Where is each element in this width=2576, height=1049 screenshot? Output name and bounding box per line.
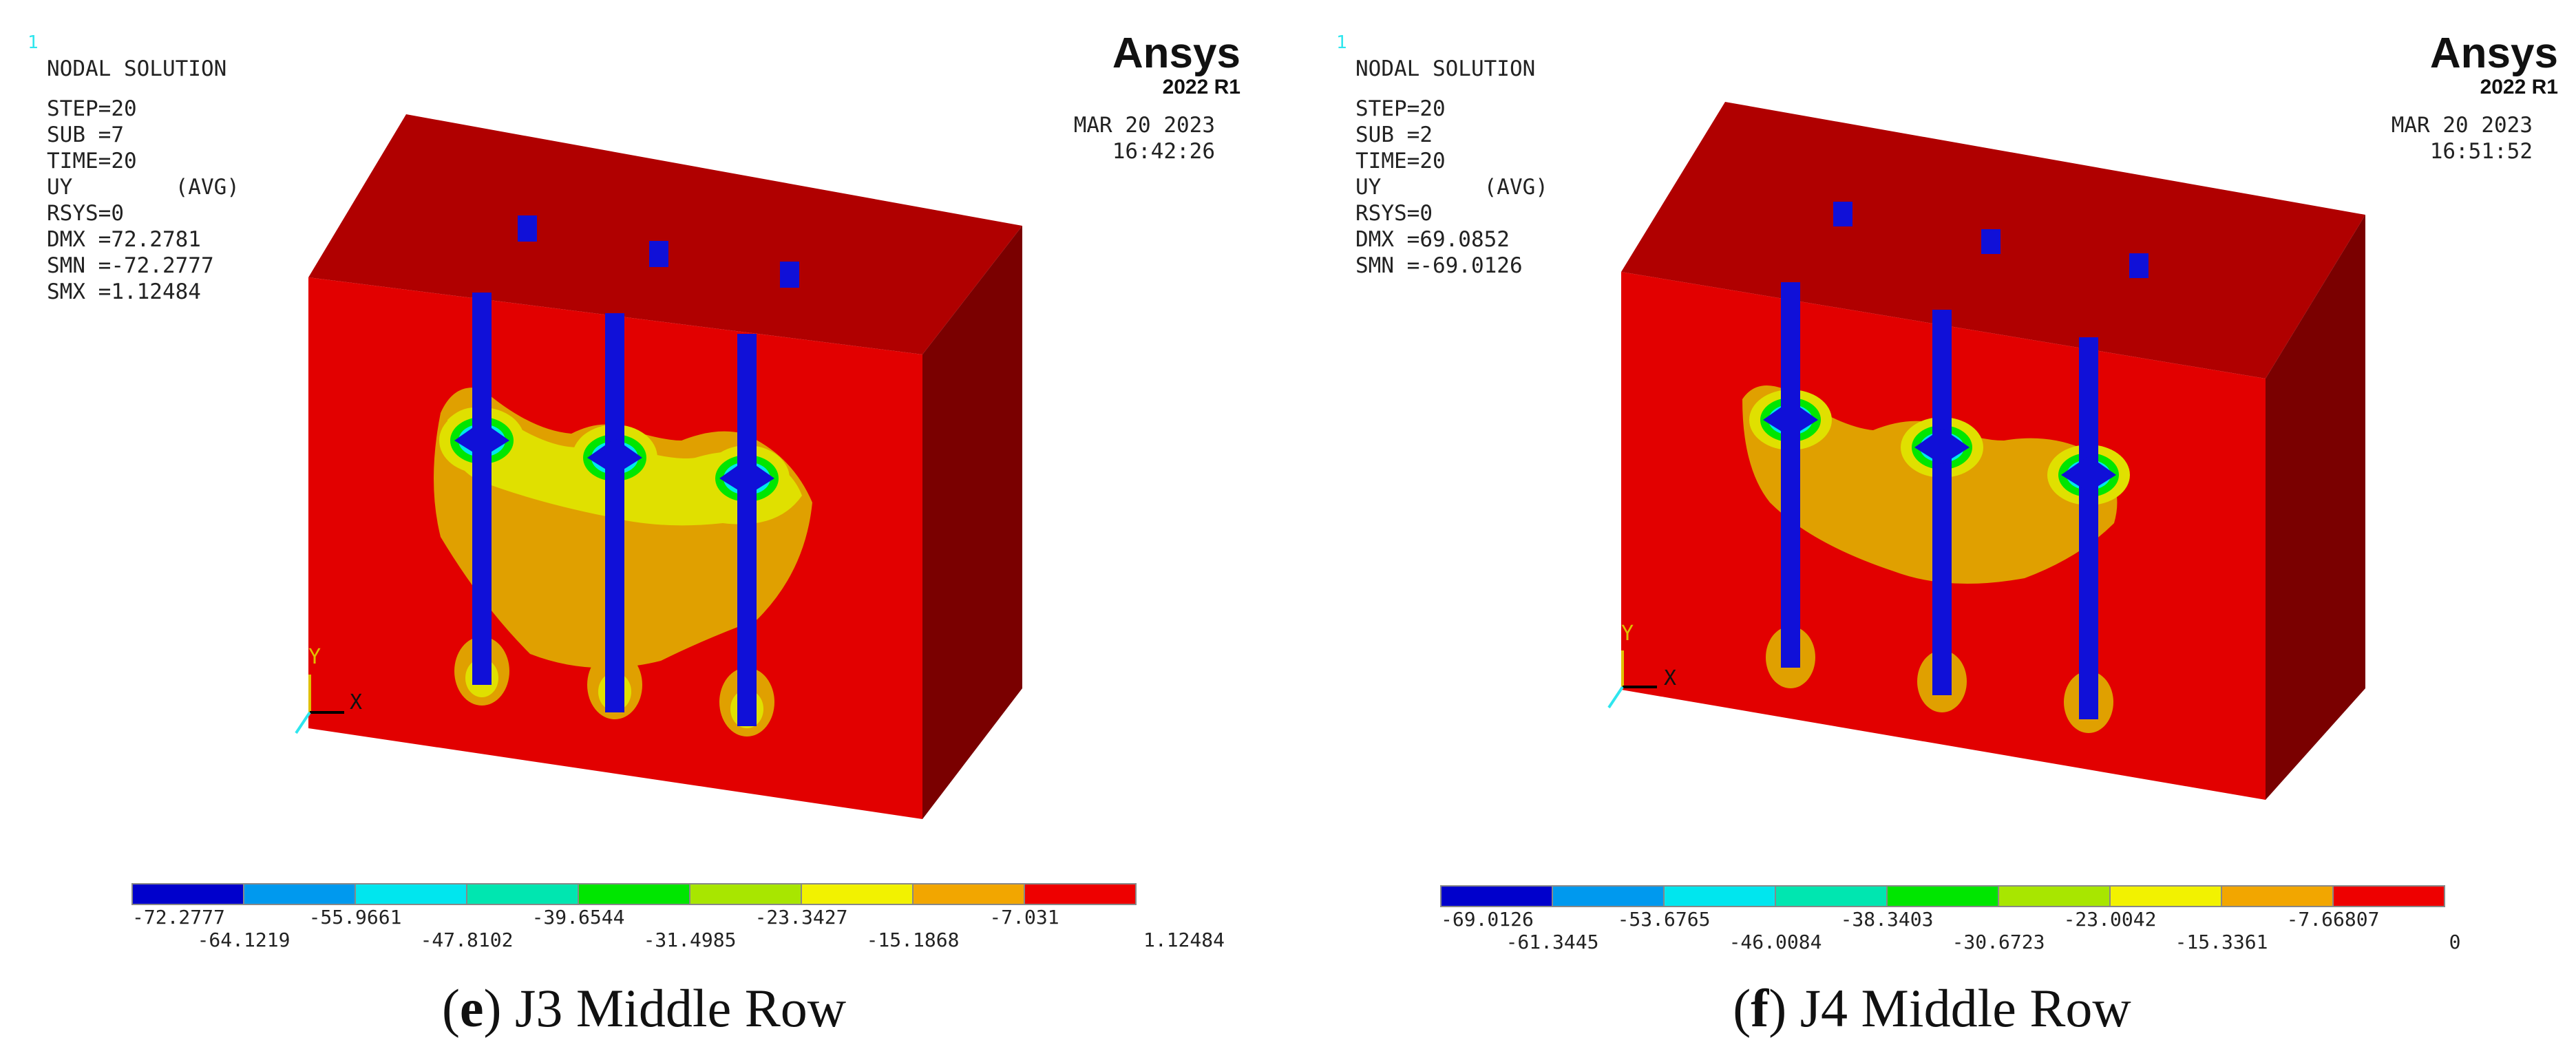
plot-date: MAR 20 2023	[1074, 113, 1215, 138]
legend-tick: -7.031	[989, 906, 1059, 929]
axis-y-label: Y	[308, 645, 321, 669]
info-uy: UY (AVG)	[1355, 175, 1548, 200]
legend-tick: -23.0042	[2064, 908, 2157, 931]
info-time: TIME=20	[47, 149, 137, 173]
corner-number: 1	[1336, 32, 1347, 53]
info-uy: UY (AVG)	[47, 175, 240, 200]
caption-text: J4 Middle Row	[1786, 978, 2131, 1038]
legend-tick: -47.8102	[421, 929, 514, 951]
info-sub: SUB =2	[1355, 123, 1433, 147]
info-step: STEP=20	[1355, 96, 1446, 121]
info-rsys: RSYS=0	[47, 201, 124, 226]
legend-tick: -72.2777	[132, 906, 225, 929]
legend-colorbar	[131, 883, 1137, 905]
axis-x-label: X	[350, 690, 362, 714]
legend-tick: -31.4985	[644, 929, 737, 951]
caption-letter: f	[1751, 978, 1769, 1038]
legend-tick: -46.0084	[1729, 931, 1822, 953]
legend-tick: -23.3427	[755, 906, 848, 929]
block-side-face	[922, 226, 1022, 819]
info-smn: SMN =-72.2777	[47, 253, 214, 278]
legend-tick: -61.3445	[1506, 931, 1599, 953]
ansys-logo: Ansys	[2430, 30, 2558, 77]
ansys-version: 2022 R1	[1163, 76, 1241, 98]
legend-tick: -38.3403	[1841, 908, 1934, 931]
info-smx: SMX =1.12484	[47, 279, 201, 304]
ansys-logo: Ansys	[1112, 30, 1241, 77]
caption-text: J3 Middle Row	[501, 978, 847, 1038]
info-time: TIME=20	[1355, 149, 1446, 173]
legend-tick: -30.6723	[1952, 931, 2045, 953]
plot-date: MAR 20 2023	[2392, 113, 2533, 138]
info-dmx: DMX =69.0852	[1355, 227, 1510, 252]
axis-y-label: Y	[1621, 622, 1634, 646]
block-side-face	[2266, 215, 2365, 800]
legend-tick: 1.12484	[1143, 929, 1225, 951]
ansys-plot-e: 1 NODAL SOLUTION STEP=20 SUB =7 TIME=20 …	[28, 30, 1241, 951]
legend-tick: -69.0126	[1441, 908, 1534, 931]
plot-time: 16:42:26	[1112, 139, 1215, 164]
info-dmx: DMX =72.2781	[47, 227, 201, 252]
axis-x-label: X	[1664, 666, 1676, 690]
legend-tick: -15.3361	[2175, 931, 2268, 953]
legend-tick: -39.6544	[532, 906, 625, 929]
legend-tick: -53.6765	[1618, 908, 1711, 931]
plot-title: NODAL SOLUTION	[47, 56, 226, 81]
ansys-plot-f: 1 NODAL SOLUTION STEP=20 SUB =2 TIME=20 …	[1336, 30, 2558, 953]
legend-colorbar	[1440, 885, 2445, 907]
corner-number: 1	[28, 32, 39, 53]
legend-tick: -64.1219	[198, 929, 291, 951]
axis-z-line	[1607, 686, 1624, 709]
piles	[454, 215, 799, 726]
plot-time: 16:51:52	[2430, 139, 2533, 164]
info-smn: SMN =-69.0126	[1355, 253, 1523, 278]
caption-letter: e	[459, 978, 484, 1038]
piles	[1763, 202, 2149, 719]
legend-tick: -15.1868	[867, 929, 960, 951]
axis-z-line	[295, 711, 311, 734]
figure-caption: (f) J4 Middle Row	[1733, 978, 2131, 1038]
info-rsys: RSYS=0	[1355, 201, 1433, 226]
contour-orange-band	[1742, 385, 2118, 584]
panel-e: 1 NODAL SOLUTION STEP=20 SUB =7 TIME=20 …	[28, 30, 1241, 1038]
info-sub: SUB =7	[47, 123, 124, 147]
ansys-version: 2022 R1	[2480, 76, 2558, 98]
figure-caption: (e) J3 Middle Row	[441, 978, 847, 1038]
plot-title: NODAL SOLUTION	[1355, 56, 1535, 81]
legend-tick: -55.9661	[309, 906, 402, 929]
panel-f: 1 NODAL SOLUTION STEP=20 SUB =2 TIME=20 …	[1288, 0, 2576, 1049]
info-step: STEP=20	[47, 96, 137, 121]
legend-tick: 0	[2449, 931, 2461, 953]
legend-tick: -7.66807	[2287, 908, 2380, 931]
